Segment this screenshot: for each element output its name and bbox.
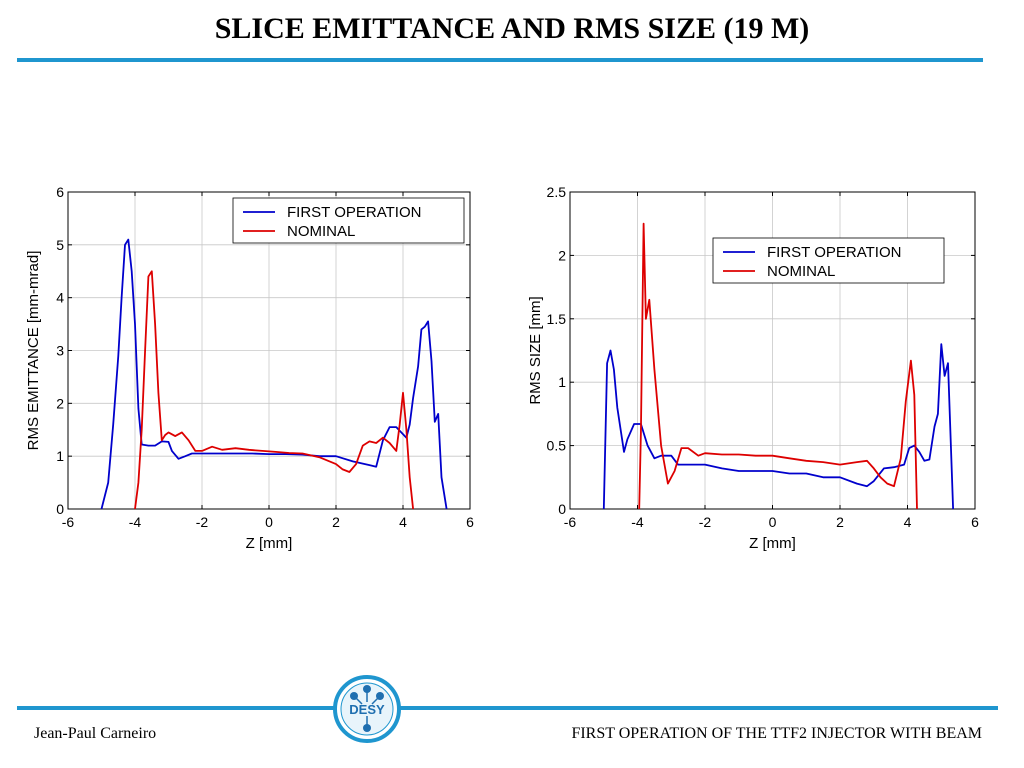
x-tick-label: 0 — [265, 514, 273, 530]
x-tick-label: 4 — [904, 514, 912, 530]
y-tick-label: 2 — [558, 247, 566, 263]
x-tick-label: 2 — [836, 514, 844, 530]
plot-frame — [569, 191, 976, 510]
y-tick-label: 0.5 — [547, 438, 567, 454]
y-tick-label: 1.5 — [547, 311, 567, 327]
logo-text: DESY — [349, 702, 385, 717]
y-tick-label: 6 — [56, 184, 64, 200]
footer-rule-left — [17, 706, 335, 710]
x-tick-label: -2 — [699, 514, 712, 530]
emittance-chart: -6 -4 -2 0 2 4 6 0 1 2 3 4 5 6 Z [mm] RMS EMITTANCE [mm… — [25, 184, 474, 552]
x-tick-label: -2 — [196, 514, 209, 530]
x-tick-label: -4 — [631, 514, 644, 530]
footer-rule-right — [400, 706, 998, 710]
y-axis-label: RMS EMITTANCE [mm-mrad] — [25, 251, 42, 451]
footer-author: Jean-Paul Carneiro — [34, 725, 157, 742]
y-tick-label: 0 — [558, 501, 566, 517]
series-line-first-operation — [100, 238, 448, 510]
series-line-first-operation — [602, 343, 954, 510]
footer-talk-title: FIRST OPERATION OF THE TTF2 INJECTOR WIT… — [571, 725, 982, 742]
legend-label: FIRST OPERATION — [767, 244, 901, 261]
legend-label: NOMINAL — [287, 223, 355, 240]
x-tick-label: 2 — [332, 514, 340, 530]
x-tick-label: -6 — [564, 514, 577, 530]
series-line-nominal — [134, 270, 414, 510]
x-tick-label: -6 — [62, 514, 75, 530]
x-axis-label: Z [mm] — [749, 535, 796, 552]
y-tick-label: 0 — [56, 501, 64, 517]
legend-box — [712, 237, 945, 284]
series-line-nominal — [638, 222, 918, 510]
x-tick-label: -4 — [129, 514, 142, 530]
legend-label: NOMINAL — [767, 263, 835, 280]
x-tick-label: 4 — [399, 514, 407, 530]
rms-size-chart: -6 -4 -2 0 2 4 6 0 0.5 1 1.5 2 2.5 Z [mm] RMS SIZE [mm… — [527, 184, 979, 552]
y-tick-label: 1 — [56, 448, 64, 464]
title-underline — [17, 58, 983, 62]
y-tick-label: 1 — [558, 374, 566, 390]
y-tick-label: 5 — [56, 237, 64, 253]
x-tick-label: 6 — [466, 514, 474, 530]
y-tick-label: 2 — [56, 395, 64, 411]
y-tick-label: 4 — [56, 290, 64, 306]
y-axis-label: RMS SIZE [mm] — [527, 296, 544, 404]
x-tick-label: 0 — [769, 514, 777, 530]
charts-canvas: -6 -4 -2 0 2 4 6 0 1 2 3 4 5 6 Z [mm] RMS EMITTANCE [mm… — [25, 184, 979, 552]
slide-title: SLICE EMITTANCE AND RMS SIZE (19 M) — [214, 12, 810, 45]
legend-box — [232, 197, 465, 244]
plot-frame — [67, 191, 471, 510]
y-tick-label: 3 — [56, 343, 64, 359]
legend-label: FIRST OPERATION — [287, 204, 421, 221]
x-tick-label: 6 — [971, 514, 979, 530]
desy-logo: DESY — [333, 675, 401, 743]
y-tick-label: 2.5 — [547, 184, 567, 200]
x-axis-label: Z [mm] — [246, 535, 293, 552]
